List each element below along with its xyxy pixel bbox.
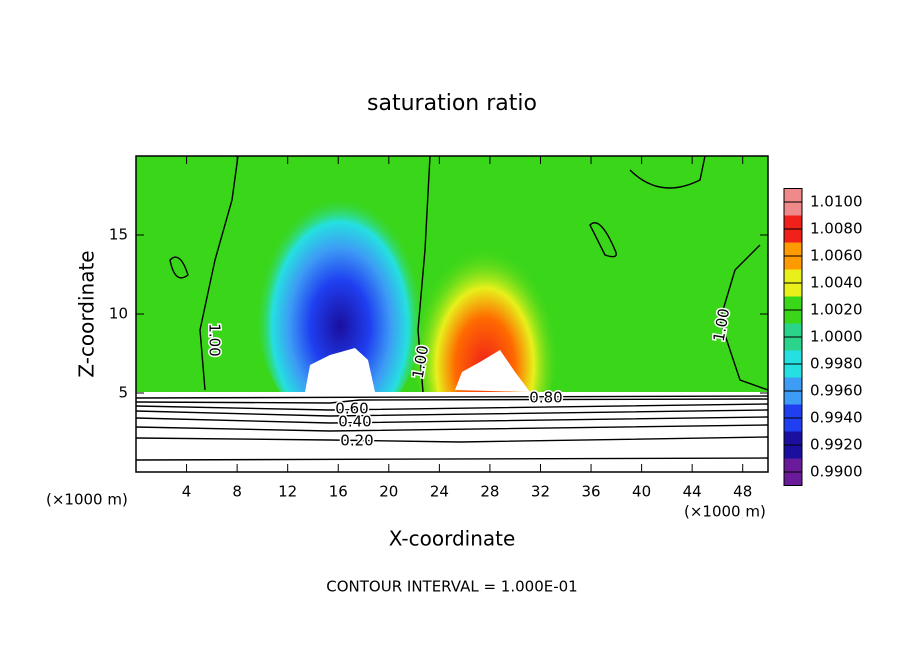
x-tick-label: 8 <box>232 483 242 501</box>
colorbar-label: 1.0000 <box>810 328 863 346</box>
footer-note: CONTOUR INTERVAL = 1.000E-01 <box>326 578 577 596</box>
contour-label: 1.00 <box>710 307 734 343</box>
y-tick-label: 5 <box>118 384 128 402</box>
y-unit-label: (×1000 m) <box>46 491 128 509</box>
colorbar-label: 0.9940 <box>810 409 863 427</box>
x-tick-label: 28 <box>480 483 499 501</box>
field <box>136 156 768 472</box>
colorbar-label: 0.9960 <box>810 382 863 400</box>
x-tick-label: 4 <box>182 483 192 501</box>
contour-label: 0.60 <box>335 400 368 418</box>
colorbar-frame <box>783 188 803 486</box>
colorbar-label: 1.0100 <box>810 193 863 211</box>
colorbar-label: 0.9980 <box>810 355 863 373</box>
x-tick-label: 20 <box>379 483 398 501</box>
x-tick-label: 40 <box>632 483 651 501</box>
contour-label: 0.40 <box>338 413 371 431</box>
x-tick-label: 36 <box>581 483 600 501</box>
colorbar-label: 1.0040 <box>810 274 863 292</box>
contour-label: 0.80 <box>529 389 562 407</box>
x-tick-label: 48 <box>733 483 752 501</box>
chart-title: saturation ratio <box>367 91 537 116</box>
x-tick-label: 16 <box>329 483 348 501</box>
colorbar-label: 1.0020 <box>810 301 863 319</box>
y-tick-label: 15 <box>109 226 128 244</box>
x-tick-label: 24 <box>430 483 449 501</box>
x-unit-label: (×1000 m) <box>684 503 766 521</box>
colorbar-label: 0.9920 <box>810 436 863 454</box>
colorbar-label: 1.0080 <box>810 220 863 238</box>
y-axis-label: Z-coordinate <box>75 250 99 377</box>
x-tick-label: 12 <box>278 483 297 501</box>
x-tick-label: 32 <box>531 483 550 501</box>
y-tick-label: 10 <box>109 305 128 323</box>
colorbar-label: 1.0060 <box>810 247 863 265</box>
colorbar-label: 0.9900 <box>810 463 863 481</box>
contour-label: 1.00 <box>206 323 224 356</box>
x-tick-label: 44 <box>683 483 702 501</box>
contour-label: 0.20 <box>340 432 373 450</box>
x-axis-label: X-coordinate <box>389 527 516 551</box>
